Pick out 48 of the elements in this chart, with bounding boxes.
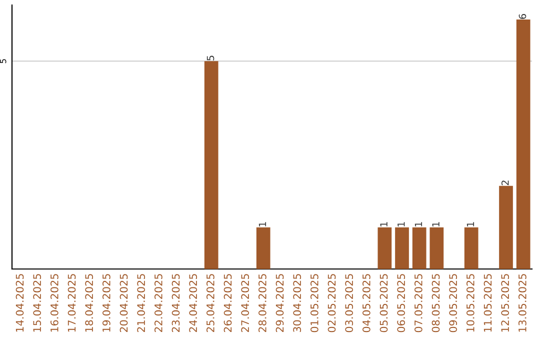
x-tick-label: 04.05.2025 (362, 274, 370, 332)
data-label: 1 (398, 222, 405, 226)
bar (430, 227, 444, 269)
x-tick-label: 29.04.2025 (276, 274, 284, 332)
bar (395, 227, 409, 269)
bar (499, 186, 513, 269)
x-tick-label: 13.05.2025 (518, 274, 526, 332)
x-tick-label: 19.04.2025 (102, 274, 110, 332)
bar (204, 61, 218, 269)
x-tick-label: 30.04.2025 (293, 274, 302, 332)
data-label: 5 (206, 56, 214, 60)
x-tick-label: 10.05.2025 (466, 274, 474, 332)
x-tick-label: 11.05.2025 (484, 274, 492, 332)
x-tick-label: 09.05.2025 (449, 274, 458, 332)
x-tick-label: 24.04.2025 (189, 274, 198, 332)
x-tick-label: 16.04.2025 (50, 274, 58, 332)
bar (378, 227, 392, 269)
x-tick-label: 14.04.2025 (16, 274, 24, 332)
x-tick-label: 08.05.2025 (432, 274, 440, 332)
data-label: 1 (432, 222, 440, 226)
x-tick-label: 01.05.2025 (310, 274, 318, 332)
bar (256, 227, 270, 269)
x-tick-label: 15.04.2025 (33, 274, 42, 332)
x-tick-label: 02.05.2025 (328, 274, 336, 332)
x-tick-label: 23.04.2025 (172, 274, 180, 332)
data-label: 1 (380, 222, 388, 226)
bar (516, 20, 530, 269)
x-tick-label: 25.04.2025 (206, 274, 214, 332)
x-tick-label: 07.05.2025 (414, 274, 422, 332)
x-tick-label: 27.04.2025 (241, 274, 250, 332)
data-label: 6 (518, 14, 526, 19)
x-tick-label: 21.04.2025 (137, 274, 146, 332)
x-tick-label: 26.04.2025 (224, 274, 232, 332)
bar (464, 227, 478, 269)
x-tick-label: 18.04.2025 (85, 274, 94, 332)
x-tick-label: 20.04.2025 (120, 274, 128, 332)
x-tick-label: 03.05.2025 (345, 274, 354, 332)
x-tick-label: 06.05.2025 (397, 274, 406, 332)
x-tick-label: 12.05.2025 (501, 274, 510, 332)
data-label: 1 (258, 222, 266, 226)
data-label: 2 (501, 180, 509, 186)
x-tick-label: 05.05.2025 (380, 274, 388, 332)
x-tick-label: 28.04.2025 (258, 274, 266, 332)
x-tick-label: 22.04.2025 (154, 274, 162, 332)
data-label: 1 (414, 222, 422, 226)
x-tick-label: 17.04.2025 (68, 274, 76, 332)
data-label: 1 (466, 222, 474, 226)
bar (412, 227, 426, 269)
